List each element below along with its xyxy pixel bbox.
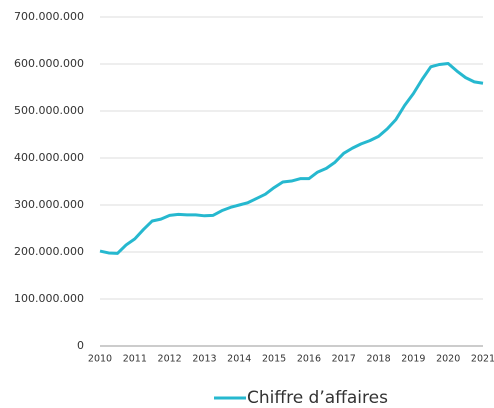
x-tick-label: 2020 (436, 354, 460, 365)
y-tick-label: 500.000.000 (14, 104, 84, 117)
x-tick-label: 2015 (262, 354, 286, 365)
x-tick-label: 2021 (471, 354, 494, 365)
x-tick-label: 2010 (88, 354, 112, 365)
y-tick-label: 300.000.000 (14, 198, 84, 211)
x-tick-label: 2013 (192, 354, 216, 365)
y-tick-label: 400.000.000 (14, 151, 84, 164)
y-tick-label: 200.000.000 (14, 245, 84, 258)
legend-label: Chiffre d’affaires (247, 388, 388, 408)
x-tick-label: 2016 (297, 354, 321, 365)
y-tick-label: 600.000.000 (14, 57, 84, 70)
x-tick-label: 2014 (227, 354, 251, 365)
y-tick-label: 100.000.000 (14, 292, 84, 305)
x-tick-label: 2018 (366, 354, 390, 365)
y-tick-label: 700.000.000 (14, 10, 84, 23)
x-tick-label: 2019 (401, 354, 425, 365)
x-tick-label: 2012 (158, 354, 182, 365)
y-tick-label: 0 (77, 339, 84, 352)
x-tick-label: 2017 (332, 354, 356, 365)
x-tick-label: 2011 (123, 354, 147, 365)
series-line (99, 62, 484, 255)
